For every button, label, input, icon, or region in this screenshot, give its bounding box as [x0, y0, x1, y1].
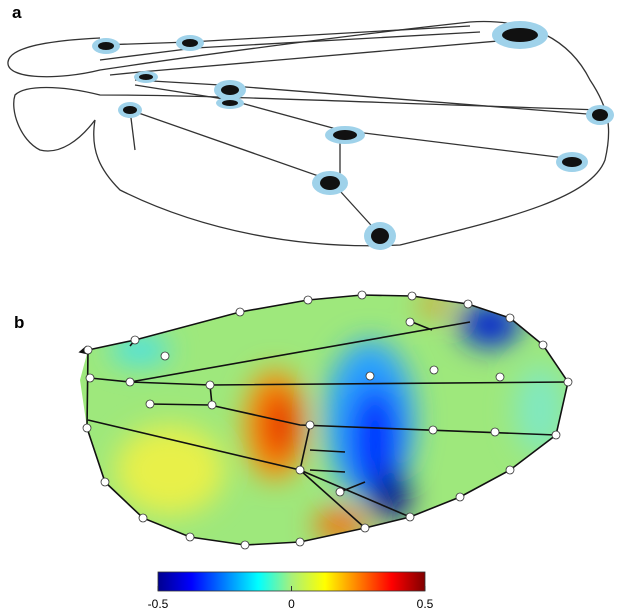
- heatmap: [70, 285, 580, 555]
- wing-outline: [8, 21, 614, 250]
- landmark-points: [98, 28, 608, 244]
- tick-label: 0.5: [417, 597, 434, 611]
- figure: a b: [0, 0, 624, 613]
- panel-label: a: [12, 3, 22, 22]
- panel-label: b: [14, 313, 24, 332]
- tick-label: 0: [288, 597, 295, 611]
- tick-label: -0.5: [148, 597, 169, 611]
